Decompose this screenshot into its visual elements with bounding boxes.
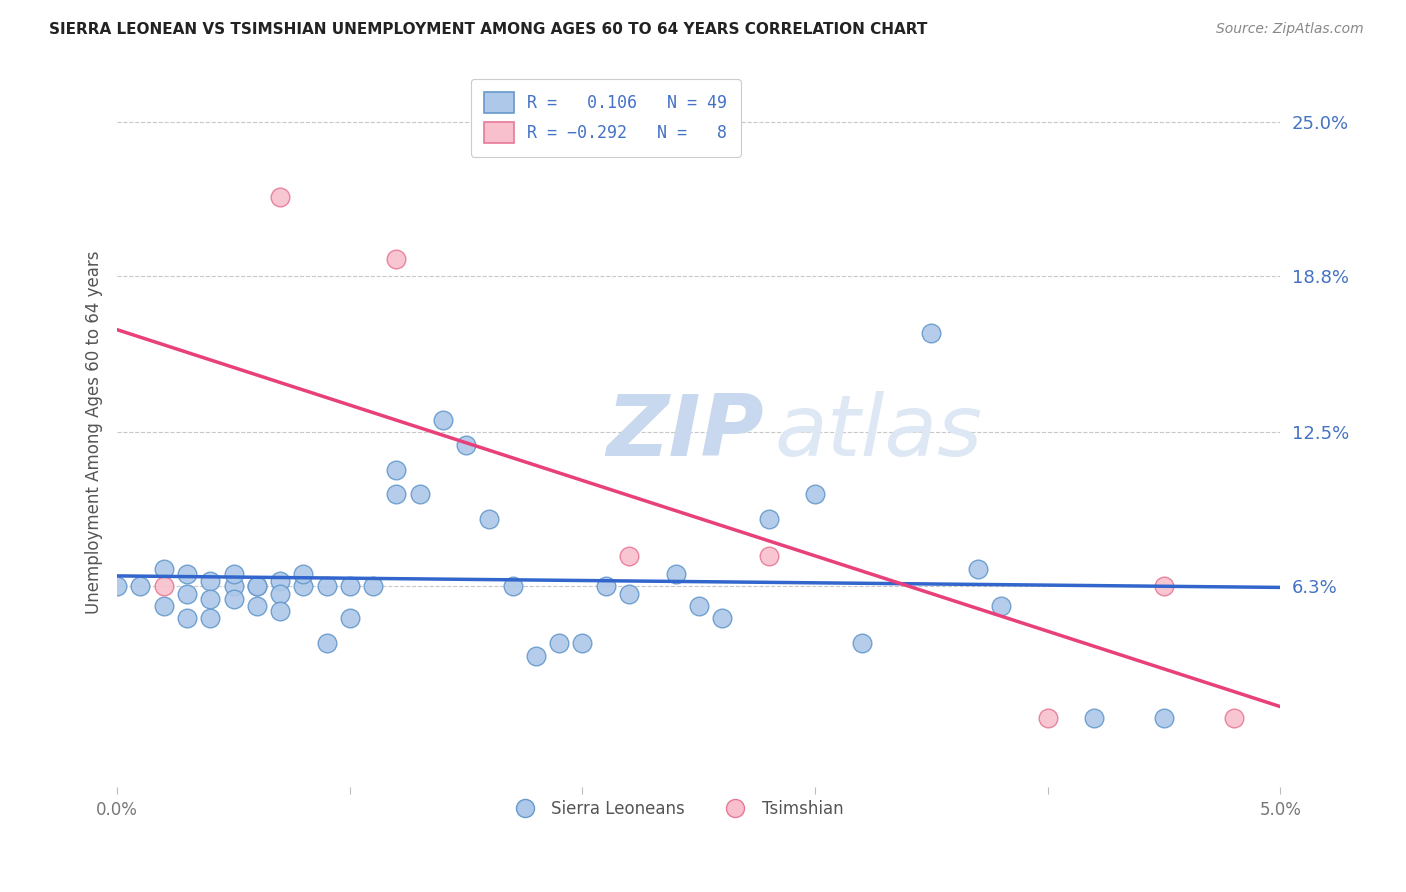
Point <box>502 579 524 593</box>
Point <box>361 579 384 593</box>
Point <box>315 636 337 650</box>
Point <box>711 611 734 625</box>
Point <box>571 636 593 650</box>
Point <box>129 579 152 593</box>
Text: ZIP: ZIP <box>606 391 763 474</box>
Point <box>804 487 827 501</box>
Point <box>432 413 454 427</box>
Point <box>152 599 174 613</box>
Point <box>1083 711 1105 725</box>
Point <box>548 636 571 650</box>
Point <box>246 579 269 593</box>
Point <box>269 586 291 600</box>
Point <box>200 574 222 589</box>
Point <box>246 599 269 613</box>
Point <box>990 599 1012 613</box>
Point <box>1036 711 1059 725</box>
Point <box>200 611 222 625</box>
Point <box>664 566 686 581</box>
Point <box>222 591 245 606</box>
Point <box>1153 711 1175 725</box>
Point <box>105 579 128 593</box>
Point <box>292 566 315 581</box>
Point <box>269 604 291 618</box>
Point <box>292 579 315 593</box>
Text: Source: ZipAtlas.com: Source: ZipAtlas.com <box>1216 22 1364 37</box>
Point <box>339 611 361 625</box>
Point <box>617 549 640 564</box>
Point <box>524 648 547 663</box>
Point <box>595 579 617 593</box>
Point <box>176 566 198 581</box>
Legend: Sierra Leoneans, Tsimshian: Sierra Leoneans, Tsimshian <box>501 794 849 825</box>
Point <box>385 252 408 266</box>
Point <box>269 189 291 203</box>
Point <box>688 599 710 613</box>
Point <box>315 579 337 593</box>
Point <box>478 512 501 526</box>
Point <box>456 438 478 452</box>
Point <box>851 636 873 650</box>
Point <box>758 512 780 526</box>
Point <box>408 487 430 501</box>
Point <box>339 579 361 593</box>
Y-axis label: Unemployment Among Ages 60 to 64 years: Unemployment Among Ages 60 to 64 years <box>86 251 103 614</box>
Point <box>176 586 198 600</box>
Point <box>246 579 269 593</box>
Point <box>758 549 780 564</box>
Point <box>222 566 245 581</box>
Point <box>385 487 408 501</box>
Point <box>1223 711 1246 725</box>
Point <box>222 579 245 593</box>
Point <box>176 611 198 625</box>
Point <box>385 462 408 476</box>
Point <box>617 586 640 600</box>
Point <box>1153 579 1175 593</box>
Point <box>152 562 174 576</box>
Text: SIERRA LEONEAN VS TSIMSHIAN UNEMPLOYMENT AMONG AGES 60 TO 64 YEARS CORRELATION C: SIERRA LEONEAN VS TSIMSHIAN UNEMPLOYMENT… <box>49 22 928 37</box>
Point <box>269 574 291 589</box>
Point <box>967 562 990 576</box>
Point <box>152 579 174 593</box>
Text: atlas: atlas <box>775 391 983 474</box>
Point <box>200 591 222 606</box>
Point <box>921 326 943 340</box>
